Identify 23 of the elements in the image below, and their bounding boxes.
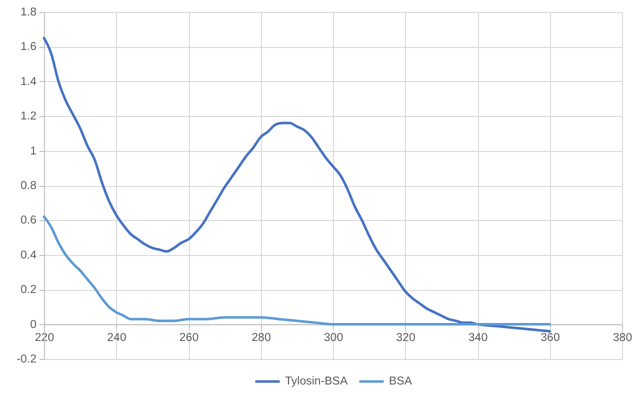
y-tick-label: 1.8 xyxy=(20,6,36,18)
y-tick-label: -0.2 xyxy=(16,354,36,366)
x-tick-label: 260 xyxy=(179,332,199,344)
x-tick-label: 280 xyxy=(252,332,271,344)
x-tick-label: 380 xyxy=(612,332,632,344)
x-tick-label: 240 xyxy=(107,332,126,344)
x-tick-label: 360 xyxy=(540,332,560,344)
y-tick-label: 0.8 xyxy=(20,180,36,192)
y-tick-label: 1 xyxy=(30,145,36,158)
y-tick-label: 0.4 xyxy=(20,249,38,262)
y-tick-label: 0.2 xyxy=(20,284,36,296)
line-series xyxy=(42,215,551,326)
x-tick-label: 300 xyxy=(324,332,344,344)
y-tick-label: 0.6 xyxy=(20,214,36,227)
y-tick-label: 1.6 xyxy=(20,41,36,54)
x-tick-label: 340 xyxy=(468,332,488,344)
line-series xyxy=(42,36,551,332)
legend-label: BSA xyxy=(389,376,412,388)
legend-label: Tylosin-BSA xyxy=(285,376,348,388)
y-tick-label: 1.4 xyxy=(20,76,38,88)
y-tick-label: 0 xyxy=(30,318,36,331)
x-tick-label: 320 xyxy=(396,332,416,344)
y-tick-label: 1.2 xyxy=(20,110,36,123)
